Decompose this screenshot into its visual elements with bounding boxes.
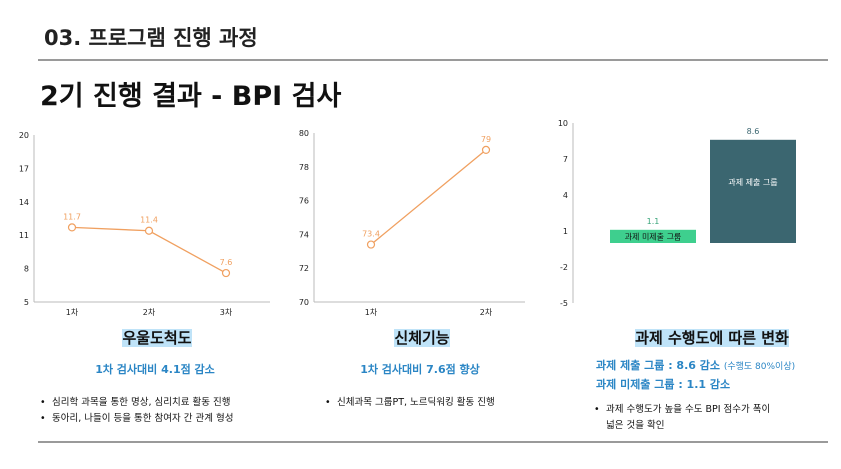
y-tick-label: 5 xyxy=(24,298,29,307)
depression-panel-title: 우울도척도 xyxy=(40,327,274,348)
data-label: 1.1 xyxy=(647,217,660,226)
y-tick-label: 78 xyxy=(299,163,309,172)
data-point xyxy=(221,268,231,278)
physical-bullets: • 신체과목 그룹PT, 노르딕워킹 활동 진행 xyxy=(325,395,555,411)
depression-bullets: • 심리학 과목을 통한 명상, 심리치료 활동 진행 • 동아리, 나들이 등을 … xyxy=(40,395,290,427)
y-tick-label: 7 xyxy=(563,155,568,164)
assignment-bullets: • 과제 수행도가 높을 수도 BPI 점수가 폭이 넓은 것을 확인 xyxy=(594,402,834,434)
y-tick-label: -2 xyxy=(560,263,568,272)
bullet-icon: • xyxy=(594,404,600,415)
bar xyxy=(610,229,696,243)
depression-line-chart: 5 8 11 14 17 20 1차 2차 3차 11.7 11.4 7.6 xyxy=(19,131,270,317)
data-point xyxy=(481,145,491,154)
assignment-title-text: 과제 수행도에 따른 변화 xyxy=(635,329,789,347)
bullet-continuation: 넓은 것을 확인 xyxy=(606,420,665,431)
y-tick-label: 20 xyxy=(19,131,29,140)
x-tick-label: 3차 xyxy=(220,308,233,317)
depression-title-text: 우울도척도 xyxy=(122,329,192,347)
physical-summary: 1차 검사대비 7.6점 향상 xyxy=(360,363,480,376)
y-tick-label: -5 xyxy=(560,299,568,308)
y-tick-label: 1 xyxy=(563,227,568,236)
y-tick-label: 14 xyxy=(19,198,29,207)
bullet-item: • 신체과목 그룹PT, 노르딕워킹 활동 진행 xyxy=(325,395,555,411)
y-tick-label: 4 xyxy=(563,191,568,200)
x-tick-label: 1차 xyxy=(66,308,79,317)
data-label: 8.6 xyxy=(747,127,760,136)
section-title: 03. 프로그램 진행 과정 xyxy=(44,26,258,50)
data-point xyxy=(67,223,77,232)
page-title: 2기 진행 결과 - BPI 검사 xyxy=(40,81,342,112)
assignment-summary-line1: 과제 제출 그룹 : 8.6 감소 (수행도 80%이상) xyxy=(596,359,796,372)
data-point xyxy=(366,240,376,249)
assignment-panel-title: 과제 수행도에 따른 변화 xyxy=(590,327,834,348)
x-tick-label: 2차 xyxy=(480,308,493,317)
y-tick-label: 10 xyxy=(558,119,568,128)
assignment-summary: 과제 제출 그룹 : 8.6 감소 (수행도 80%이상) 과제 미제출 그룹 … xyxy=(596,357,836,393)
assignment-summary-line2: 과제 미제출 그룹 : 1.1 감소 xyxy=(596,378,731,391)
assignment-bar-chart: -5 -2 1 4 7 10 1.1 과제 미제출 그룹 8.6 과제 제출 그룹 xyxy=(558,119,796,308)
y-tick-label: 76 xyxy=(299,197,309,206)
physical-title-text: 신체기능 xyxy=(394,329,450,347)
x-tick-label: 2차 xyxy=(143,308,156,317)
bar xyxy=(710,139,796,243)
physical-line-chart: 70 72 74 76 78 80 1차 2차 73.4 79 xyxy=(299,129,525,317)
y-tick-label: 72 xyxy=(299,264,309,273)
x-tick-label: 1차 xyxy=(365,308,378,317)
data-label: 7.6 xyxy=(220,258,233,267)
y-tick-label: 80 xyxy=(299,129,309,138)
bullet-item: • 심리학 과목을 통한 명상, 심리치료 활동 진행 xyxy=(40,395,290,411)
y-tick-label: 17 xyxy=(19,164,29,173)
bullet-icon: • xyxy=(40,397,46,408)
bar-category-label: 과제 제출 그룹 xyxy=(728,177,777,187)
bullet-item: • 과제 수행도가 높을 수도 BPI 점수가 폭이 xyxy=(594,402,834,418)
data-label: 73.4 xyxy=(362,230,380,239)
data-label: 11.4 xyxy=(140,216,158,225)
data-label: 11.7 xyxy=(63,212,81,221)
bar-category-label: 과제 미제출 그룹 xyxy=(625,231,682,241)
data-label: 79 xyxy=(481,135,491,144)
y-tick-label: 11 xyxy=(19,231,29,240)
bullet-icon: • xyxy=(325,397,331,408)
series-line xyxy=(370,149,487,246)
bottom-divider xyxy=(38,441,828,443)
bullet-icon: • xyxy=(40,413,46,424)
y-tick-label: 8 xyxy=(24,265,29,274)
physical-panel-title: 신체기능 xyxy=(330,327,514,348)
bullet-item: • 동아리, 나들이 등을 통한 참여자 간 관계 형성 xyxy=(40,411,290,427)
data-point xyxy=(144,226,154,235)
depression-summary: 1차 검사대비 4.1점 감소 xyxy=(95,363,215,376)
y-tick-label: 74 xyxy=(299,230,309,239)
title-divider xyxy=(38,59,828,61)
y-tick-label: 70 xyxy=(299,298,309,307)
